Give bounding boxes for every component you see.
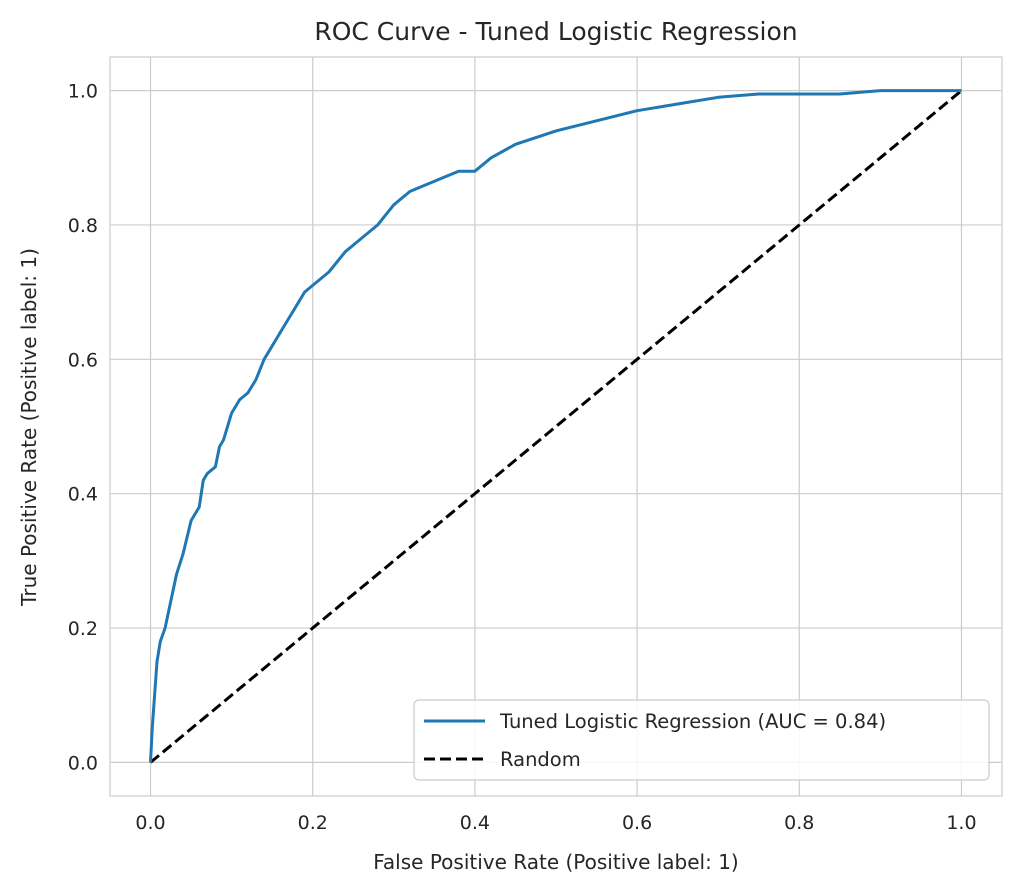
x-tick-label: 0.6 [622, 812, 652, 834]
y-axis-label: True Positive Rate (Positive label: 1) [17, 248, 41, 607]
x-tick-label: 0.4 [460, 812, 490, 834]
legend: Tuned Logistic Regression (AUC = 0.84) R… [413, 699, 990, 781]
series-layer [149, 89, 963, 764]
y-tick-label: 0.6 [68, 349, 98, 371]
legend-box [413, 699, 990, 781]
y-tick-label: 0.4 [68, 484, 98, 506]
y-tick-label: 0.8 [68, 215, 98, 237]
y-tick-label: 0.2 [68, 618, 98, 640]
x-tick-label: 0.0 [135, 812, 165, 834]
x-tick-label: 0.8 [784, 812, 814, 834]
roc-curve-line [149, 89, 962, 763]
plot-frame [109, 56, 1003, 797]
x-tick-label: 0.2 [298, 812, 328, 834]
y-tick-label: 1.0 [68, 81, 98, 103]
legend-label-random: Random [500, 748, 581, 771]
y-tick-label: 0.0 [68, 752, 98, 774]
chart-title: ROC Curve - Tuned Logistic Regression [314, 17, 797, 46]
legend-label-roc: Tuned Logistic Regression (AUC = 0.84) [499, 710, 886, 733]
x-axis-label: False Positive Rate (Positive label: 1) [373, 850, 739, 874]
grid-lines [110, 57, 1002, 796]
tick-labels: 0.0 0.2 0.4 0.6 0.8 1.0 0.0 0.2 0.4 0.6 0.8 1.0 [68, 81, 977, 834]
x-tick-label: 1.0 [946, 812, 976, 834]
